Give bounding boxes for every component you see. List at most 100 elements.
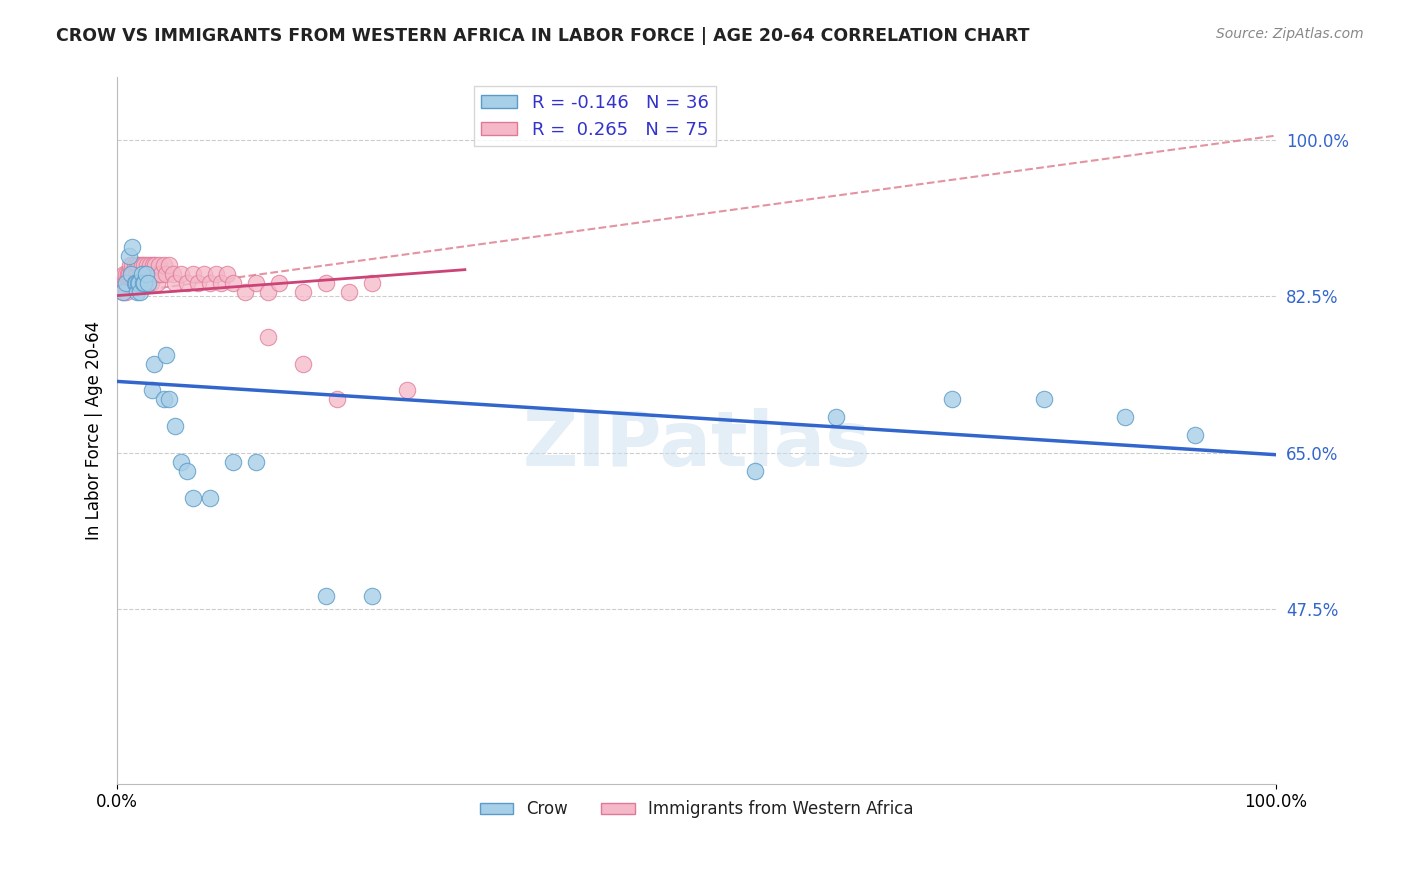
Point: [117, 267, 139, 281]
Point: [217, 267, 239, 281]
Point: [155, 267, 177, 281]
Point: [361, 276, 384, 290]
Point: [118, 258, 141, 272]
Point: [291, 285, 314, 299]
Point: [211, 276, 233, 290]
Point: [111, 276, 134, 290]
Point: [129, 285, 152, 299]
Point: [187, 276, 209, 290]
Point: [145, 276, 167, 290]
Point: [233, 285, 256, 299]
Point: [245, 455, 267, 469]
Point: [181, 491, 204, 505]
Point: [204, 267, 226, 281]
Point: [198, 276, 221, 290]
Point: [111, 285, 134, 299]
Point: [361, 589, 384, 603]
Point: [128, 258, 150, 272]
Point: [145, 258, 167, 272]
Point: [165, 276, 187, 290]
Point: [118, 249, 141, 263]
Point: [127, 276, 149, 290]
Point: [118, 276, 141, 290]
Point: [146, 267, 169, 281]
Point: [744, 464, 766, 478]
Point: [110, 280, 132, 294]
Point: [129, 276, 152, 290]
Point: [181, 267, 204, 281]
Point: [315, 276, 337, 290]
Point: [125, 276, 148, 290]
Point: [176, 464, 198, 478]
Text: CROW VS IMMIGRANTS FROM WESTERN AFRICA IN LABOR FORCE | AGE 20-64 CORRELATION CH: CROW VS IMMIGRANTS FROM WESTERN AFRICA I…: [56, 27, 1029, 45]
Point: [269, 276, 291, 290]
Point: [129, 267, 152, 281]
Point: [138, 258, 160, 272]
Point: [165, 419, 187, 434]
Point: [138, 276, 160, 290]
Point: [136, 258, 159, 272]
Y-axis label: In Labor Force | Age 20-64: In Labor Force | Age 20-64: [86, 321, 103, 541]
Point: [121, 276, 143, 290]
Point: [121, 240, 143, 254]
Point: [1033, 392, 1056, 407]
Point: [117, 276, 139, 290]
Point: [131, 267, 153, 281]
Point: [125, 276, 148, 290]
Point: [157, 392, 180, 407]
Point: [143, 357, 166, 371]
Point: [824, 410, 846, 425]
Point: [162, 267, 184, 281]
Point: [122, 276, 145, 290]
Point: [124, 276, 146, 290]
Point: [120, 267, 142, 281]
Point: [315, 589, 337, 603]
Point: [245, 276, 267, 290]
Point: [170, 455, 193, 469]
Point: [152, 258, 174, 272]
Point: [941, 392, 963, 407]
Point: [127, 267, 149, 281]
Point: [176, 276, 198, 290]
Point: [122, 267, 145, 281]
Point: [115, 276, 138, 290]
Point: [198, 491, 221, 505]
Point: [1184, 428, 1206, 442]
Point: [115, 285, 138, 299]
Point: [120, 267, 142, 281]
Point: [395, 384, 418, 398]
Point: [127, 276, 149, 290]
Text: ZIPatlas: ZIPatlas: [523, 408, 870, 482]
Point: [1114, 410, 1136, 425]
Point: [134, 276, 156, 290]
Point: [157, 258, 180, 272]
Point: [128, 276, 150, 290]
Point: [257, 329, 280, 343]
Point: [148, 258, 170, 272]
Point: [111, 285, 134, 299]
Point: [132, 276, 155, 290]
Point: [125, 267, 148, 281]
Point: [124, 258, 146, 272]
Point: [128, 276, 150, 290]
Point: [139, 276, 162, 290]
Point: [150, 267, 173, 281]
Point: [138, 267, 160, 281]
Point: [135, 267, 157, 281]
Point: [142, 258, 165, 272]
Point: [257, 285, 280, 299]
Point: [170, 267, 193, 281]
Point: [132, 258, 155, 272]
Point: [118, 276, 141, 290]
Point: [120, 276, 142, 290]
Point: [135, 267, 157, 281]
Point: [143, 267, 166, 281]
Point: [124, 276, 146, 290]
Point: [141, 267, 163, 281]
Point: [121, 258, 143, 272]
Point: [222, 455, 245, 469]
Point: [326, 392, 349, 407]
Text: Source: ZipAtlas.com: Source: ZipAtlas.com: [1216, 27, 1364, 41]
Point: [141, 384, 163, 398]
Point: [125, 285, 148, 299]
